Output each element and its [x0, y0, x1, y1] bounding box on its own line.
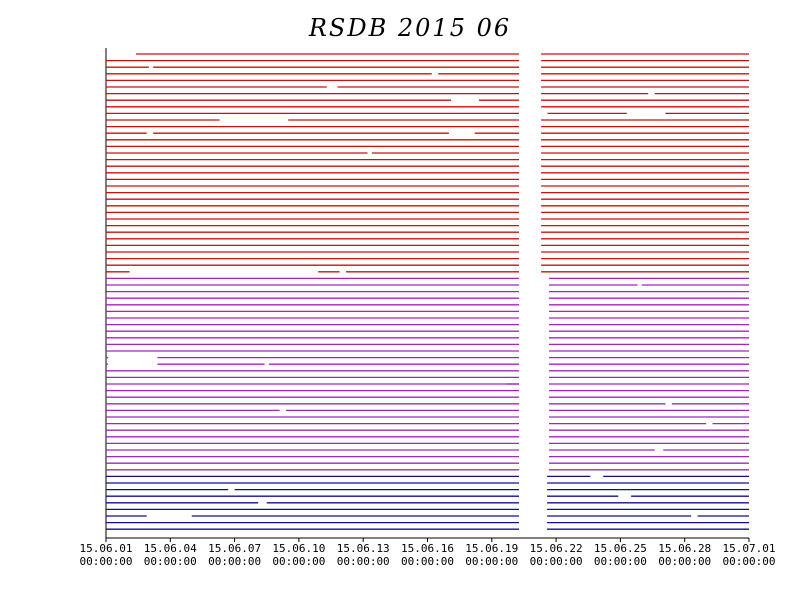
x-tick-time: 00:00:00	[208, 555, 261, 568]
x-tick-time: 00:00:00	[465, 555, 518, 568]
x-tick-label: 15.06.10	[272, 542, 325, 555]
x-tick-time: 00:00:00	[337, 555, 390, 568]
x-tick-label: 15.06.01	[80, 542, 133, 555]
chart-title: RSDB 2015 06	[308, 14, 511, 42]
x-tick-time: 00:00:00	[401, 555, 454, 568]
x-tick-time: 00:00:00	[144, 555, 197, 568]
x-tick-label: 15.06.22	[530, 542, 583, 555]
x-tick-label: 15.06.19	[465, 542, 518, 555]
x-tick-time: 00:00:00	[530, 555, 583, 568]
x-tick-label: 15.06.28	[658, 542, 711, 555]
x-tick-label: 15.06.25	[594, 542, 647, 555]
x-tick-time: 00:00:00	[723, 555, 776, 568]
x-tick-time: 00:00:00	[80, 555, 133, 568]
x-tick-label: 15.07.01	[723, 542, 776, 555]
x-tick-label: 15.06.04	[144, 542, 197, 555]
x-tick-time: 00:00:00	[658, 555, 711, 568]
x-tick-time: 00:00:00	[272, 555, 325, 568]
x-tick-label: 15.06.13	[337, 542, 390, 555]
x-tick-label: 15.06.16	[401, 542, 454, 555]
x-tick-time: 00:00:00	[594, 555, 647, 568]
x-tick-label: 15.06.07	[208, 542, 261, 555]
